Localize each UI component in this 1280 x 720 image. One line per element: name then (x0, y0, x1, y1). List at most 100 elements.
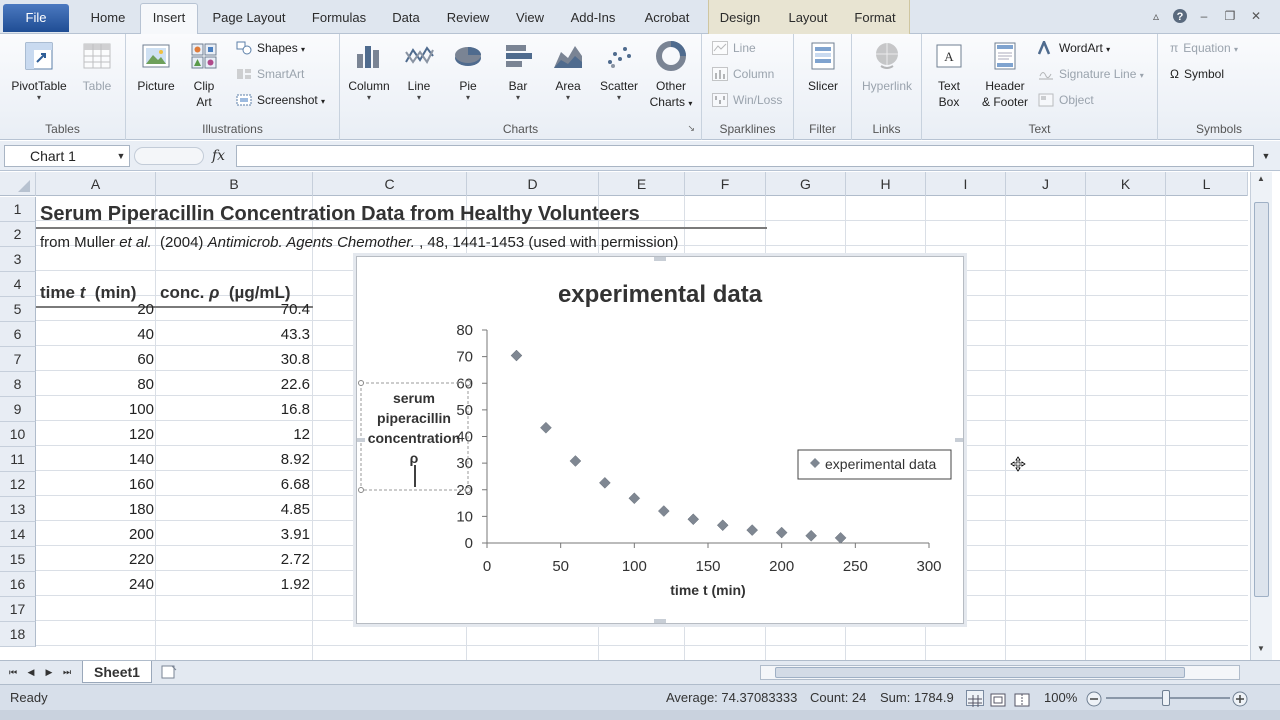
row-header-14[interactable]: 14 (0, 522, 36, 547)
symbol-button[interactable]: Ω Symbol (1170, 67, 1224, 81)
row-header-6[interactable]: 6 (0, 322, 36, 347)
source-citation[interactable]: from Muller et al. (2004) Antimicrob. Ag… (40, 234, 679, 251)
picture-button[interactable]: Picture (132, 40, 180, 94)
row-header-17[interactable]: 17 (0, 597, 36, 622)
cell-concentration[interactable]: 6.68 (280, 476, 310, 493)
tab-page-layout[interactable]: Page Layout (212, 10, 286, 25)
wordart-button[interactable]: WordArt ▾ (1037, 38, 1110, 58)
cell-time[interactable]: 100 (128, 401, 154, 418)
cell-concentration[interactable]: 12 (293, 426, 310, 443)
minimize-ribbon-icon[interactable]: ▵ (1152, 9, 1160, 23)
zoom-in-icon[interactable] (1232, 690, 1248, 707)
column-header-d[interactable]: D (467, 172, 599, 196)
row-header-2[interactable]: 2 (0, 222, 36, 247)
expand-formula-bar-icon[interactable]: ▼ (1261, 151, 1271, 161)
chart-area[interactable]: experimental data 0 10 20 30 40 50 60 70 80 0 50 100… (356, 256, 964, 624)
prev-sheet-icon[interactable]: ◀ (27, 667, 35, 677)
cell-concentration[interactable]: 22.6 (280, 376, 310, 393)
first-sheet-icon[interactable]: ⏮ (8, 667, 18, 677)
row-header-1[interactable]: 1 (0, 197, 36, 222)
scroll-down-icon[interactable]: ▼ (1257, 644, 1265, 653)
equation-button[interactable]: π Equation ▾ (1170, 41, 1239, 55)
line-chart-button[interactable]: Line ▾ (398, 40, 440, 102)
row-header-18[interactable]: 18 (0, 622, 36, 647)
cell-time[interactable]: 200 (128, 526, 154, 543)
tab-format[interactable]: Format (854, 10, 896, 25)
cell-time[interactable]: 60 (137, 351, 154, 368)
scroll-up-icon[interactable]: ▲ (1257, 174, 1265, 183)
row-header-16[interactable]: 16 (0, 572, 36, 597)
header-time[interactable]: time t (min) (40, 283, 137, 302)
tab-home[interactable]: Home (90, 10, 126, 25)
tab-data[interactable]: Data (392, 10, 420, 25)
bar-chart-button[interactable]: Bar ▾ (496, 40, 540, 102)
formula-bar-splitter[interactable] (134, 147, 204, 165)
help-icon[interactable]: ? (1172, 8, 1188, 24)
vertical-scroll-thumb[interactable] (1254, 202, 1269, 597)
column-header-j[interactable]: J (1006, 172, 1086, 196)
column-header-f[interactable]: F (685, 172, 766, 196)
cell-time[interactable]: 120 (128, 426, 154, 443)
sparkline-line-button[interactable]: Line (712, 38, 756, 58)
header-footer-button[interactable]: Header & Footer (974, 40, 1036, 110)
zoom-level[interactable]: 100% (1044, 690, 1078, 705)
area-chart-button[interactable]: Area ▾ (546, 40, 590, 102)
header-concentration[interactable]: conc. ρ (µg/mL) (160, 283, 291, 302)
hyperlink-button[interactable]: Hyperlink (856, 40, 918, 94)
column-header-e[interactable]: E (599, 172, 685, 196)
cell-concentration[interactable]: 30.8 (280, 351, 310, 368)
smartart-button[interactable]: SmartArt (236, 64, 304, 84)
row-header-11[interactable]: 11 (0, 447, 36, 472)
page-layout-view-icon[interactable] (990, 690, 1008, 707)
column-header-i[interactable]: I (926, 172, 1006, 196)
cell-time[interactable]: 240 (128, 576, 154, 593)
cell-time[interactable]: 40 (137, 326, 154, 343)
sheet-title[interactable]: Serum Piperacillin Concentration Data fr… (40, 203, 640, 225)
row-header-8[interactable]: 8 (0, 372, 36, 397)
vertical-scrollbar[interactable]: ▲ ▼ (1250, 172, 1272, 660)
column-header-b[interactable]: B (156, 172, 313, 196)
cell-concentration[interactable]: 16.8 (280, 401, 310, 418)
select-all-corner[interactable] (0, 172, 36, 196)
insert-function-icon[interactable]: fx (212, 148, 226, 164)
cell-time[interactable]: 160 (128, 476, 154, 493)
window-close-icon[interactable]: ✕ (1250, 9, 1262, 23)
zoom-out-icon[interactable] (1086, 690, 1102, 707)
sheet-tab-sheet1[interactable]: Sheet1 (82, 661, 152, 683)
row-header-9[interactable]: 9 (0, 397, 36, 422)
row-header-5[interactable]: 5 (0, 297, 36, 322)
row-header-3[interactable]: 3 (0, 247, 36, 272)
normal-view-icon[interactable] (966, 690, 984, 707)
cell-time[interactable]: 180 (128, 501, 154, 518)
window-restore-icon[interactable]: ❐ (1224, 9, 1236, 23)
cell-concentration[interactable]: 2.72 (280, 551, 310, 568)
cell-concentration[interactable]: 1.92 (280, 576, 310, 593)
page-break-view-icon[interactable] (1014, 690, 1032, 707)
tab-acrobat[interactable]: Acrobat (644, 10, 690, 25)
column-header-l[interactable]: L (1166, 172, 1248, 196)
charts-dialog-launcher-icon[interactable]: ↘ (687, 123, 695, 133)
column-header-c[interactable]: C (313, 172, 467, 196)
row-header-13[interactable]: 13 (0, 497, 36, 522)
cell-time[interactable]: 80 (137, 376, 154, 393)
tab-insert[interactable]: Insert (140, 3, 198, 35)
column-header-a[interactable]: A (36, 172, 156, 196)
next-sheet-icon[interactable]: ▶ (45, 667, 53, 677)
row-header-15[interactable]: 15 (0, 547, 36, 572)
tab-formulas[interactable]: Formulas (311, 10, 367, 25)
horizontal-scrollbar[interactable] (760, 665, 1240, 680)
name-box-dropdown-icon[interactable]: ▼ (116, 151, 126, 161)
column-header-g[interactable]: G (766, 172, 846, 196)
cell-concentration[interactable]: 70.4 (280, 301, 310, 318)
cell-time[interactable]: 20 (137, 301, 154, 318)
pivottable-button[interactable]: PivotTable ▾ (6, 40, 72, 102)
cell-concentration[interactable]: 3.91 (280, 526, 310, 543)
row-header-12[interactable]: 12 (0, 472, 36, 497)
cell-time[interactable]: 140 (128, 451, 154, 468)
tab-layout[interactable]: Layout (788, 10, 828, 25)
tab-review[interactable]: Review (446, 10, 490, 25)
insert-sheet-icon[interactable] (158, 664, 180, 680)
cell-time[interactable]: 220 (128, 551, 154, 568)
last-sheet-icon[interactable]: ⏭ (62, 667, 72, 677)
object-button[interactable]: Object (1038, 90, 1094, 110)
